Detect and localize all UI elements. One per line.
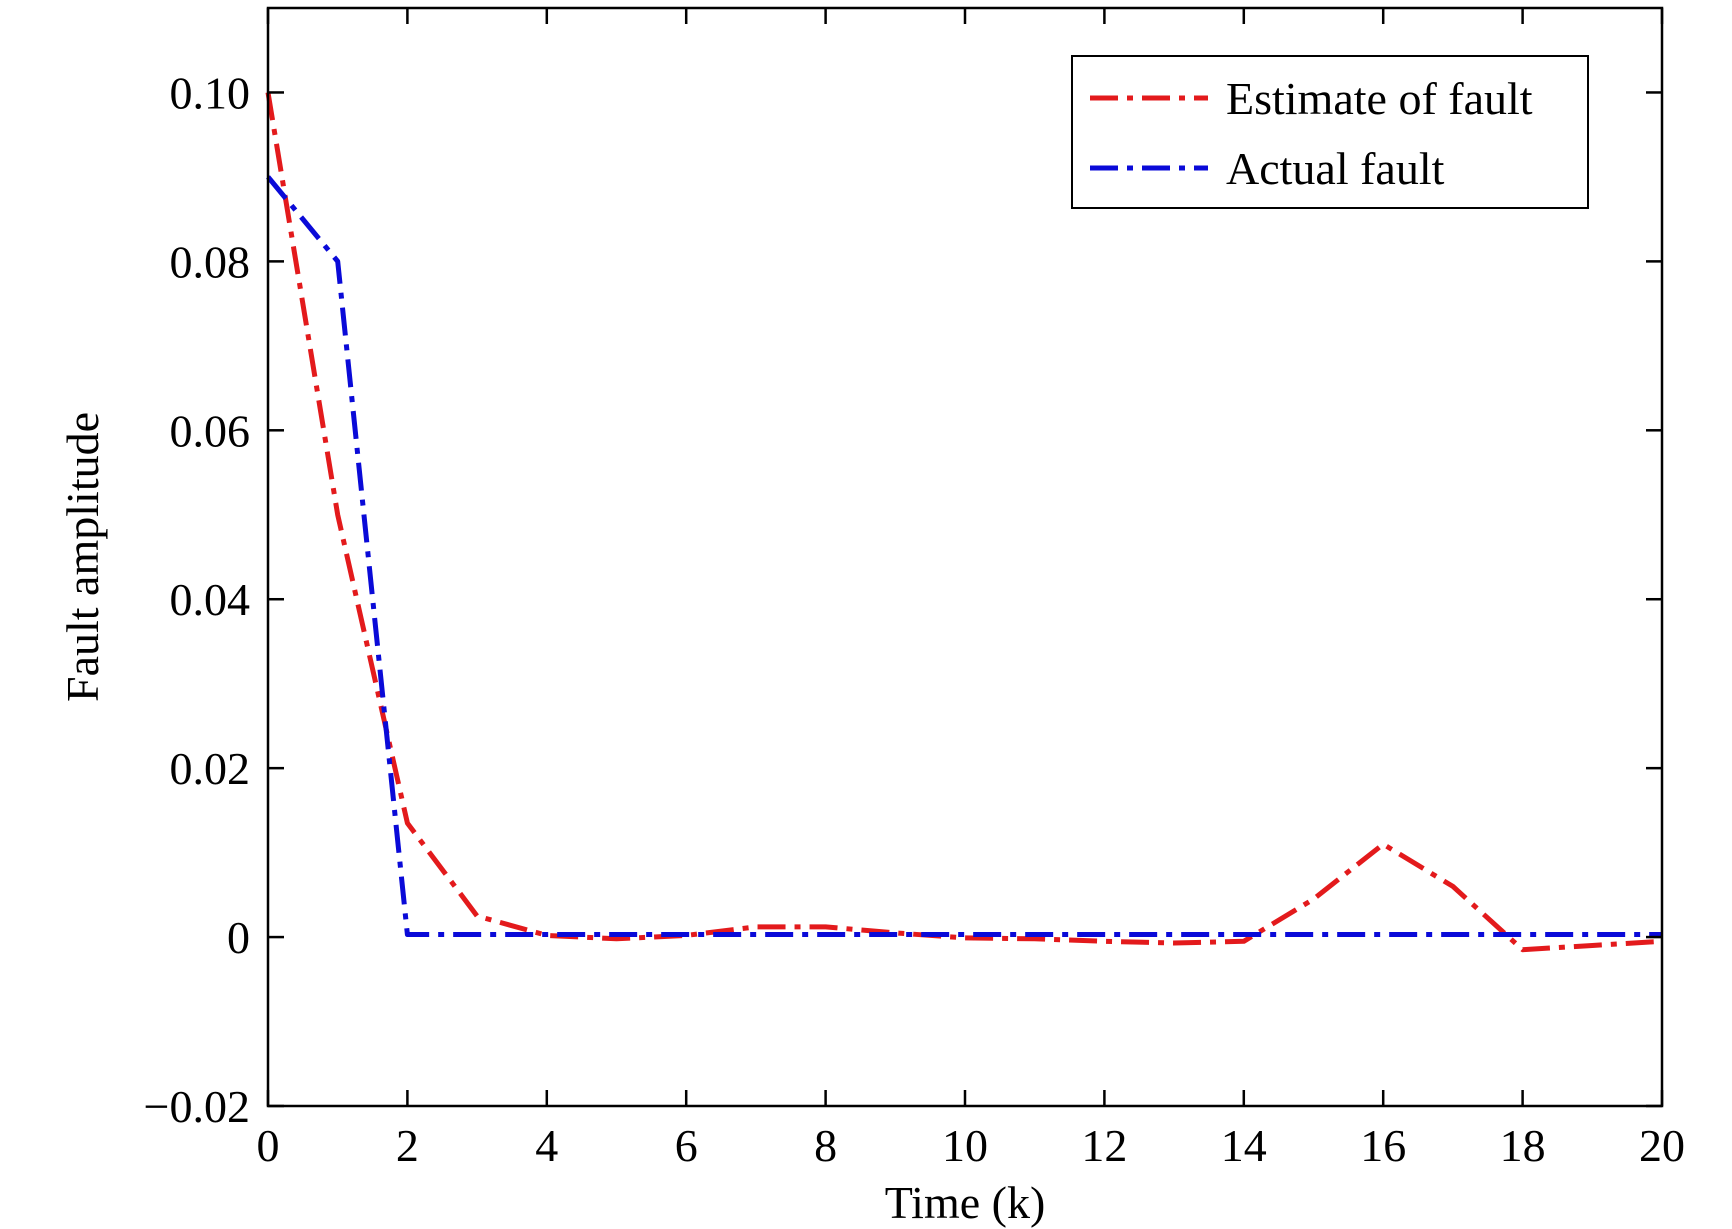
x-tick-label: 18 <box>1500 1120 1546 1171</box>
legend-box <box>1071 55 1589 209</box>
y-tick-label: −0.02 <box>144 1081 250 1132</box>
x-tick-label: 20 <box>1639 1120 1685 1171</box>
y-tick-label: 0.08 <box>170 236 251 287</box>
legend-label-estimate: Estimate of fault <box>1226 73 1533 124</box>
y-tick-label: 0.06 <box>170 405 251 456</box>
legend: Estimate of fault Actual fault <box>1071 55 1589 209</box>
x-tick-label: 0 <box>257 1120 280 1171</box>
series-layer <box>265 92 1663 953</box>
x-tick-label: 10 <box>942 1120 988 1171</box>
y-tick-label: 0.10 <box>170 67 251 118</box>
y-tick-label: 0.02 <box>170 743 251 794</box>
x-tick-label: 6 <box>675 1120 698 1171</box>
x-tick-label: 12 <box>1081 1120 1127 1171</box>
series-line-1 <box>266 175 1662 937</box>
x-tick-label: 4 <box>535 1120 558 1171</box>
y-axis: −0.02 0 0.02 0.04 0.06 0.08 0.10 <box>144 67 1662 1132</box>
x-tick-label: 2 <box>396 1120 419 1171</box>
y-tick-label: 0 <box>227 912 250 963</box>
x-axis-title: Time (k) <box>885 1177 1046 1228</box>
x-tick-label: 16 <box>1360 1120 1406 1171</box>
x-axis: 0 2 4 6 8 10 12 14 16 18 20 <box>257 8 1685 1171</box>
x-tick-label: 14 <box>1221 1120 1267 1171</box>
x-tick-label: 8 <box>814 1120 837 1171</box>
legend-label-actual: Actual fault <box>1226 143 1445 194</box>
y-tick-label: 0.04 <box>170 574 251 625</box>
series-line-0 <box>265 92 1663 953</box>
y-axis-title: Fault amplitude <box>57 412 108 702</box>
